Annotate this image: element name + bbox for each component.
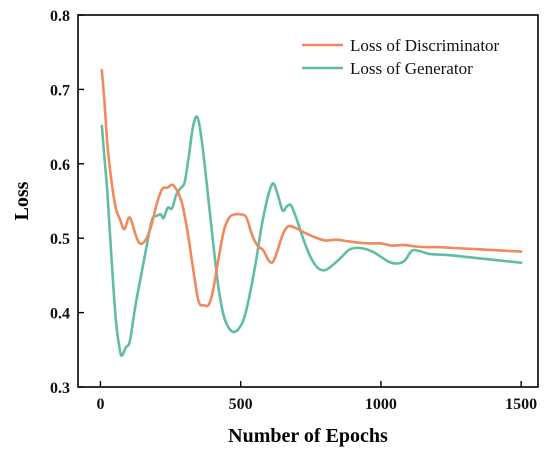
legend-label-loss-of-discriminator: Loss of Discriminator (350, 36, 500, 55)
axis-ticks: 0 500 1000 1500 0.3 0.4 0.5 0.6 0.7 0.8 (50, 8, 537, 413)
series-line-loss-of-generator (100, 115, 523, 357)
x-tick-label: 500 (229, 396, 253, 413)
x-tick-label: 1500 (505, 396, 537, 413)
y-axis-title: Loss (11, 181, 33, 220)
series-layer (100, 68, 523, 357)
y-tick-label: 0.6 (50, 157, 70, 174)
y-tick-label: 0.4 (50, 306, 70, 323)
y-tick-label: 0.8 (50, 8, 70, 25)
y-tick-label: 0.3 (50, 380, 70, 397)
legend: Loss of Discriminator Loss of Generator (302, 36, 500, 78)
x-tick-label: 1000 (365, 396, 397, 413)
series-line-loss-of-discriminator (100, 68, 523, 308)
plot-area (77, 14, 539, 388)
y-tick-label: 0.5 (50, 231, 70, 248)
plot-border (77, 14, 539, 388)
y-tick-label: 0.7 (50, 82, 70, 99)
legend-label-loss-of-generator: Loss of Generator (350, 59, 473, 78)
x-axis-title: Number of Epochs (228, 425, 388, 447)
x-tick-label: 0 (96, 396, 104, 413)
